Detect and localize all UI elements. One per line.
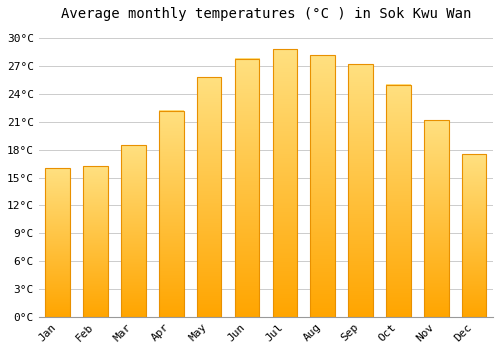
Bar — [46, 168, 70, 317]
Bar — [424, 120, 448, 317]
Bar — [84, 167, 108, 317]
Bar — [310, 55, 335, 317]
Bar — [386, 85, 410, 317]
Bar — [462, 154, 486, 317]
Bar — [310, 55, 335, 317]
Bar — [234, 59, 260, 317]
Bar — [424, 120, 448, 317]
Bar — [272, 49, 297, 317]
Bar — [348, 64, 373, 317]
Bar — [462, 154, 486, 317]
Bar — [159, 111, 184, 317]
Bar — [272, 49, 297, 317]
Bar — [234, 59, 260, 317]
Bar — [348, 64, 373, 317]
Bar — [46, 168, 70, 317]
Bar — [197, 77, 222, 317]
Bar — [121, 145, 146, 317]
Bar — [159, 111, 184, 317]
Bar — [386, 85, 410, 317]
Title: Average monthly temperatures (°C ) in Sok Kwu Wan: Average monthly temperatures (°C ) in So… — [60, 7, 471, 21]
Bar — [197, 77, 222, 317]
Bar — [84, 167, 108, 317]
Bar — [121, 145, 146, 317]
